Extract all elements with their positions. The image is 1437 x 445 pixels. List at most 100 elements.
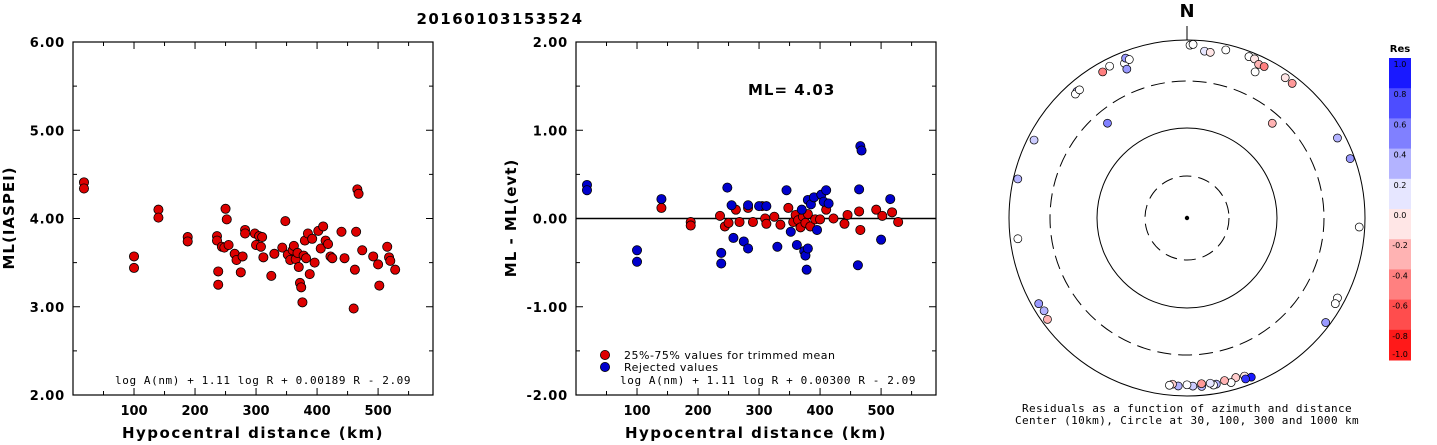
x-axis-ticks: 100 200 300 400 500: [103, 42, 410, 419]
x-tick-label: 100: [120, 404, 147, 419]
data-point-series-1: [876, 234, 887, 245]
data-point-series-0: [783, 202, 794, 213]
station-point: [1267, 118, 1277, 128]
colorbar-cell: [1389, 118, 1411, 150]
station-point: [1034, 299, 1044, 308]
data-point-series-0: [235, 267, 246, 278]
data-point-series-1: [716, 258, 727, 269]
legend-label-trimmed: 25%-75% values for trimmed mean: [624, 349, 836, 362]
y-tick-label: -2.00: [527, 389, 568, 404]
station-point: [1029, 135, 1039, 145]
y-tick-label: 4.00: [30, 213, 65, 228]
data-point-series-0: [854, 206, 865, 217]
colorbar-cell: [1389, 178, 1411, 210]
panel-ml-residuals: -2.00 -1.00 0.00 1.00 2.00 100 200 300 400 500 M…: [502, 36, 937, 442]
epicenter-dot: [1184, 215, 1190, 221]
station-point: [1098, 67, 1108, 77]
station-point: [1188, 40, 1198, 49]
data-point-series-1: [772, 241, 783, 252]
data-point-series-1: [801, 264, 812, 275]
plot-frame: [72, 41, 434, 396]
data-point-series-0: [258, 252, 269, 263]
panel-ml-iaspei: 2.00 3.00 4.00 5.00 6.00 100 200 300 400 500 Hyp…: [0, 36, 434, 442]
data-point-series-0: [78, 183, 89, 194]
x-axis-ticks: 100 200 300 400 500: [606, 42, 913, 419]
data-point-series-0: [357, 245, 368, 256]
data-point-series-0: [309, 257, 320, 268]
data-points: [581, 141, 904, 275]
data-point-series-0: [382, 241, 393, 252]
station-point: [1105, 61, 1114, 71]
data-point-series-1: [802, 243, 813, 254]
data-point-series-0: [775, 219, 786, 230]
colorbar-cell: [1389, 88, 1411, 119]
station-point: [1287, 79, 1297, 88]
polar-caption-line1: Residuals as a function of azimuth and d…: [1022, 402, 1352, 415]
data-point-series-1: [728, 232, 739, 243]
data-point-series-0: [280, 216, 291, 227]
data-point-series-1: [856, 145, 867, 156]
station-points: [1013, 40, 1364, 391]
colorbar-title: Res: [1390, 44, 1410, 55]
station-point: [1333, 133, 1342, 143]
colorbar-tick-label: -0.2: [1392, 241, 1408, 250]
station-point: [1205, 378, 1215, 388]
station-point: [1345, 154, 1355, 163]
data-point-series-0: [336, 226, 347, 237]
station-point: [1220, 376, 1229, 385]
data-point-series-0: [368, 251, 379, 262]
colorbar-cell: [1389, 239, 1411, 270]
data-point-series-0: [223, 239, 234, 250]
data-point-series-1: [726, 200, 737, 211]
colorbar-tick-label: 0.4: [1394, 151, 1407, 160]
y-tick-label: 6.00: [30, 36, 65, 51]
x-tick-label: 400: [303, 404, 330, 419]
station-point: [1165, 380, 1174, 390]
station-point: [1259, 62, 1269, 71]
colorbar-cell: [1389, 299, 1411, 331]
y-axis-label: ML - ML(evt): [502, 159, 520, 277]
data-point-series-0: [747, 217, 758, 228]
data-point-series-0: [220, 203, 231, 214]
station-point: [1205, 47, 1215, 57]
colorbar-cell: [1389, 58, 1411, 89]
data-point-series-0: [129, 262, 140, 273]
data-point-series-0: [351, 226, 362, 237]
data-point-series-0: [656, 202, 667, 213]
data-point-series-1: [796, 204, 807, 215]
data-point-series-0: [213, 266, 224, 277]
colorbar-cell: [1389, 329, 1411, 361]
y-tick-label: 5.00: [30, 124, 65, 139]
data-point-series-0: [842, 209, 853, 220]
y-tick-label: 1.00: [533, 124, 568, 139]
station-point: [1321, 318, 1331, 327]
x-tick-label: 300: [242, 404, 269, 419]
data-point-series-0: [257, 232, 268, 243]
colorbar-tick-labels: 1.0 0.8 0.6 0.4 0.2 0.0 -0.2 -0.4 -0.6 -0.8 -1.0: [1392, 60, 1408, 359]
data-point-series-0: [296, 282, 307, 293]
data-point-series-1: [632, 245, 643, 256]
circle-30km: [1144, 175, 1230, 261]
y-axis-label: ML(IASPEI): [0, 166, 18, 269]
data-point-series-1: [743, 200, 754, 211]
colorbar-cell: [1389, 148, 1411, 180]
station-point: [1039, 306, 1049, 316]
data-point-series-0: [761, 218, 772, 229]
data-point-series-0: [734, 217, 745, 228]
x-axis-label: Hypocentral distance (km): [625, 424, 887, 441]
colorbar-tick-label: 0.0: [1394, 211, 1407, 220]
data-point-series-1: [812, 224, 823, 235]
data-point-series-1: [854, 184, 865, 195]
data-point-series-1: [823, 198, 834, 209]
formula-text: log A(nm) + 1.11 log R + 0.00300 R - 2.0…: [620, 374, 916, 387]
data-point-series-0: [304, 269, 315, 280]
data-point-series-0: [373, 259, 384, 270]
x-tick-label: 200: [684, 404, 711, 419]
x-tick-label: 300: [745, 404, 772, 419]
y-tick-label: 0.00: [533, 213, 568, 228]
legend-label-rejected: Rejected values: [624, 361, 719, 374]
data-point-series-1: [885, 194, 896, 205]
data-point-series-0: [255, 241, 266, 252]
data-point-series-1: [761, 201, 772, 212]
